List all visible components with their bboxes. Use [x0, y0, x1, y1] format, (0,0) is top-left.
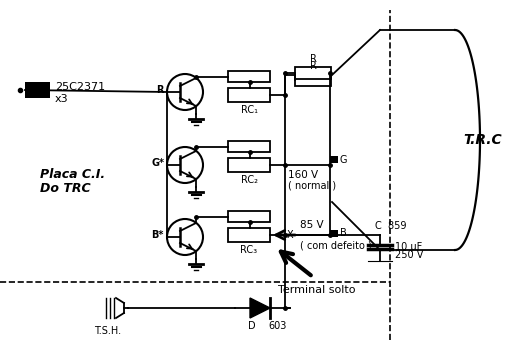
Bar: [228, 141, 270, 152]
Text: B*: B*: [152, 230, 164, 240]
Text: 603: 603: [268, 321, 287, 331]
Bar: [228, 88, 270, 102]
Text: x3: x3: [55, 94, 69, 104]
Text: RC₂: RC₂: [240, 175, 257, 185]
Text: R: R: [309, 61, 317, 71]
Bar: [228, 228, 270, 242]
Text: C  859: C 859: [375, 221, 407, 231]
Bar: [228, 211, 270, 222]
Text: R: R: [157, 85, 164, 95]
Text: B: B: [340, 228, 347, 238]
Text: T.R.C: T.R.C: [463, 133, 502, 147]
Bar: [330, 156, 338, 163]
Bar: [330, 230, 338, 237]
Text: Do TRC: Do TRC: [40, 182, 90, 195]
Text: 25C2371: 25C2371: [55, 82, 105, 92]
Bar: [228, 158, 270, 172]
Text: T.S.H.: T.S.H.: [95, 326, 122, 336]
Text: 160 V: 160 V: [288, 170, 318, 180]
Text: 10 μF: 10 μF: [395, 242, 422, 252]
Text: ( normal ): ( normal ): [288, 181, 336, 191]
Polygon shape: [250, 298, 270, 318]
Text: Placa C.I.: Placa C.I.: [40, 168, 105, 182]
Text: G*: G*: [151, 158, 164, 168]
Text: R: R: [309, 54, 317, 64]
Text: 250 V: 250 V: [395, 250, 423, 260]
Text: X: X: [287, 230, 293, 240]
Text: ( com defeito ): ( com defeito ): [300, 240, 372, 250]
Bar: [228, 71, 270, 82]
Text: 85 V: 85 V: [300, 220, 323, 230]
Text: Terminal solto: Terminal solto: [278, 285, 356, 295]
Bar: [295, 67, 331, 79]
Text: RC₁: RC₁: [240, 105, 257, 115]
Text: D: D: [248, 321, 256, 331]
Bar: [25, 82, 50, 98]
Text: RC₃: RC₃: [240, 245, 257, 255]
Text: G: G: [340, 155, 347, 165]
Bar: [295, 74, 331, 86]
